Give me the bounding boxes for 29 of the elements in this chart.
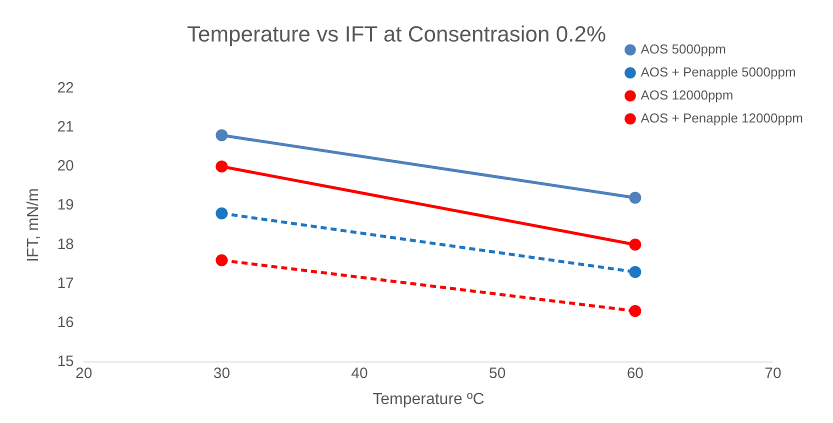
point bbox=[629, 192, 642, 204]
x-tick-label: 50 bbox=[489, 364, 506, 382]
x-tick-label: 40 bbox=[351, 364, 368, 382]
point bbox=[629, 305, 642, 318]
y-tick-label: 22 bbox=[57, 80, 74, 97]
x-tick-label: 60 bbox=[626, 364, 644, 382]
point bbox=[216, 207, 228, 220]
x-tick-label: 70 bbox=[764, 364, 782, 382]
legend-label: AOS + Penapple 12000ppm bbox=[640, 110, 804, 126]
x-tick-label: 20 bbox=[76, 364, 92, 382]
y-axis-title: IFT, mN/m bbox=[25, 188, 42, 262]
y-tick-label: 15 bbox=[57, 352, 74, 370]
y-tick-label: 17 bbox=[57, 274, 74, 292]
y-tick-label: 20 bbox=[57, 158, 74, 175]
point bbox=[629, 238, 642, 251]
y-tick-label: 19 bbox=[57, 196, 74, 214]
legend-label: AOS 5000ppm bbox=[640, 41, 726, 56]
y-tick-label: 16 bbox=[57, 314, 74, 331]
point bbox=[216, 160, 228, 173]
point bbox=[216, 129, 228, 142]
y-tick-label: 21 bbox=[57, 118, 74, 136]
chart-title: Temperature vs IFT at Consentrasion 0.2% bbox=[186, 21, 606, 46]
legend-label: AOS + Penapple 5000ppm bbox=[640, 64, 796, 80]
point bbox=[629, 266, 642, 278]
point bbox=[216, 254, 228, 266]
x-tick-label: 30 bbox=[213, 364, 230, 382]
y-tick-label: 18 bbox=[57, 236, 74, 253]
legend-label: AOS 12000ppm bbox=[640, 87, 734, 102]
x-axis-title: Temperature ºC bbox=[372, 390, 484, 408]
